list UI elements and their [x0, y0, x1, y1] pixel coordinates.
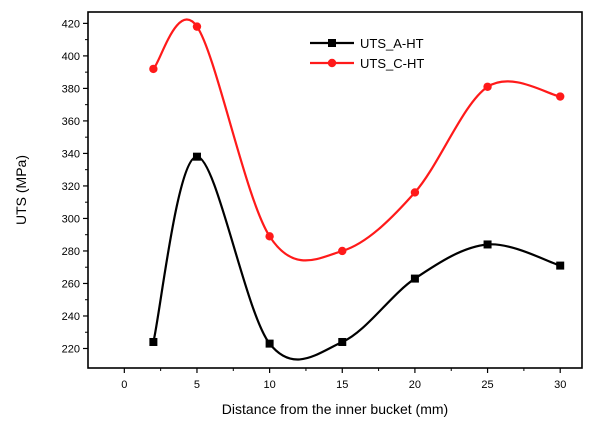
x-tick-label: 15 — [336, 379, 348, 391]
data-point — [338, 337, 347, 346]
data-point — [338, 246, 347, 256]
data-point — [483, 240, 492, 249]
data-point — [265, 339, 274, 348]
markers-layer — [149, 22, 565, 348]
axis-ticks: 0 5 10 15 20 25 30 220 240 260 280 300 320 340 360 380 4… — [62, 18, 567, 391]
data-point — [410, 274, 419, 283]
y-tick-label: 380 — [62, 83, 80, 95]
y-axis-title: UTS (MPa) — [13, 155, 29, 225]
series-layer — [152, 18, 561, 361]
legend: UTS_A-HT UTS_C-HT — [310, 36, 424, 71]
x-tick-label: 10 — [263, 379, 275, 391]
data-point — [410, 188, 420, 197]
y-tick-label: 400 — [62, 51, 80, 63]
data-point — [556, 92, 565, 101]
legend-marker — [327, 58, 337, 68]
data-point — [556, 261, 565, 270]
y-tick-label: 300 — [62, 213, 80, 225]
x-tick-label: 20 — [409, 379, 421, 391]
legend-label: UTS_C-HT — [360, 56, 424, 71]
y-tick-label: 280 — [62, 246, 80, 258]
x-tick-label: 25 — [481, 379, 493, 391]
data-point — [483, 82, 492, 91]
legend-label: UTS_A-HT — [360, 36, 424, 51]
data-point — [265, 232, 274, 241]
series-line-1 — [152, 155, 561, 361]
x-tick-label: 0 — [121, 379, 127, 391]
y-tick-label: 220 — [62, 343, 80, 355]
y-tick-label: 420 — [62, 18, 80, 30]
legend-marker — [328, 39, 336, 47]
y-tick-label: 320 — [62, 181, 80, 193]
data-point — [149, 337, 158, 346]
y-tick-label: 240 — [62, 311, 80, 323]
x-tick-label: 30 — [554, 379, 566, 391]
data-point — [192, 22, 202, 31]
y-tick-label: 340 — [62, 148, 80, 160]
series-line-2 — [152, 18, 561, 262]
y-tick-label: 360 — [62, 116, 80, 128]
data-point — [149, 64, 158, 74]
x-axis-title: Distance from the inner bucket (mm) — [222, 401, 448, 417]
y-tick-label: 260 — [62, 278, 80, 290]
x-tick-label: 5 — [194, 379, 200, 391]
data-point — [192, 152, 201, 161]
plot-frame — [87, 11, 583, 369]
